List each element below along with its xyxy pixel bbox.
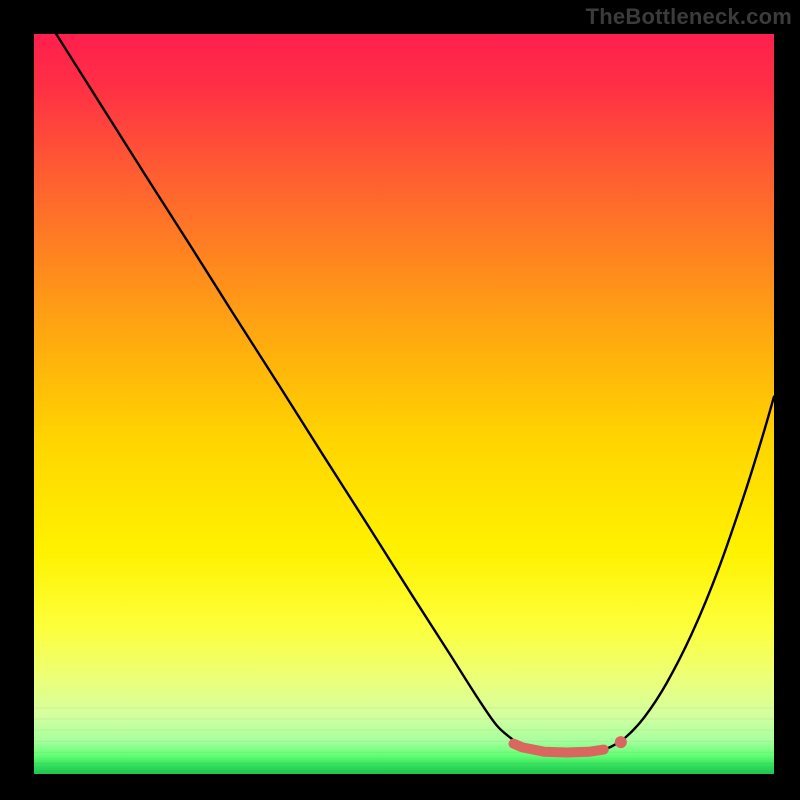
plot-svg (34, 34, 774, 774)
chart-frame: TheBottleneck.com (0, 0, 800, 800)
watermark-text: TheBottleneck.com (586, 4, 792, 30)
optimal-point-dot (615, 736, 627, 748)
bottleneck-plot (34, 34, 774, 774)
